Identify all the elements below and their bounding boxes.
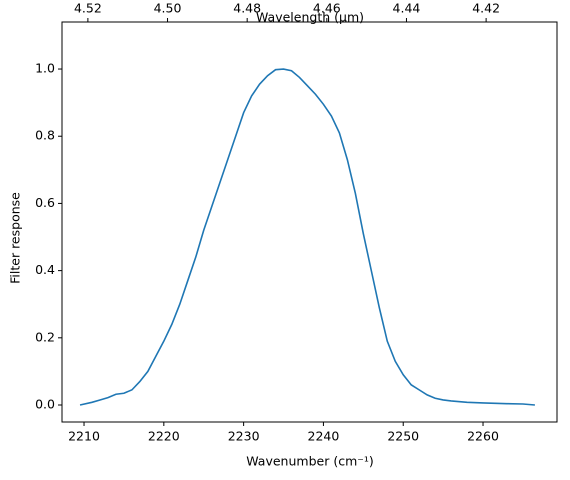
- x-tick-label: 2220: [148, 429, 180, 444]
- x2-tick-label: 4.52: [74, 1, 102, 16]
- x-tick-label: 2210: [68, 429, 100, 444]
- y-axis-label: Filter response: [8, 192, 23, 284]
- x-tick-label: 2250: [387, 429, 419, 444]
- y-tick-label: 0.0: [35, 397, 55, 412]
- y-tick-label: 0.2: [35, 329, 55, 344]
- y-tick-label: 0.8: [35, 128, 55, 143]
- x-axis-label: Wavenumber (cm⁻¹): [246, 454, 373, 469]
- y-tick-label: 0.6: [35, 195, 55, 210]
- x-tick-label: 2260: [467, 429, 499, 444]
- x2-tick-label: 4.48: [233, 1, 261, 16]
- x2-tick-label: 4.44: [393, 1, 421, 16]
- x2-tick-label: 4.42: [472, 1, 500, 16]
- x-tick-label: 2230: [228, 429, 260, 444]
- y-tick-label: 0.4: [35, 262, 55, 277]
- x2-tick-label: 4.50: [154, 1, 182, 16]
- x2-axis-label: Wavelength (μm): [256, 10, 364, 25]
- x2-tick-label: 4.46: [313, 1, 341, 16]
- line-series: [79, 68, 535, 406]
- y-tick-label: 1.0: [35, 61, 55, 76]
- x-tick-label: 2240: [308, 429, 340, 444]
- plot-frame: [61, 21, 558, 423]
